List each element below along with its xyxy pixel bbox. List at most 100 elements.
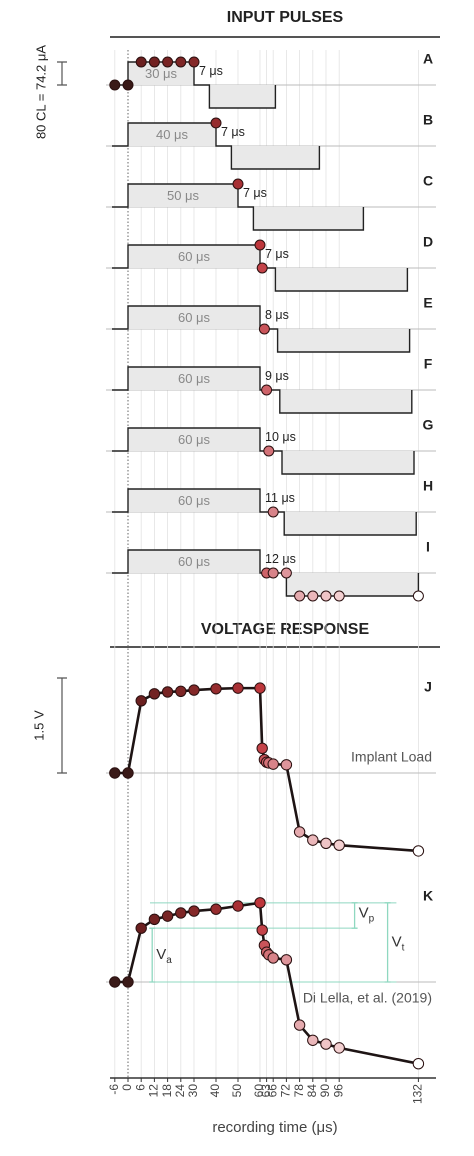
pulse [112, 488, 417, 536]
pulse [112, 183, 365, 231]
width-label: 60 μs [178, 554, 211, 569]
sample-marker [109, 976, 121, 988]
pulse [112, 61, 277, 109]
x-tick-label: 18 [160, 1084, 174, 1098]
sample-marker [188, 684, 200, 696]
x-tick-label: 90 [318, 1084, 332, 1098]
sample-marker [232, 900, 244, 912]
sample-marker [162, 56, 174, 68]
measure-symbol: V [359, 904, 369, 921]
sample-marker [175, 907, 187, 919]
x-tick-label: 84 [305, 1084, 319, 1098]
width-label: 60 μs [178, 493, 211, 508]
x-tick-label: 12 [147, 1084, 161, 1098]
sample-marker [293, 826, 306, 838]
phase-fill [275, 268, 408, 291]
measure-label: Va [156, 946, 172, 966]
x-tick-label: 96 [331, 1084, 345, 1098]
sample-marker [122, 976, 134, 988]
phase-fill [286, 573, 419, 596]
trace-annotation: Implant Load [351, 749, 432, 765]
sample-marker [135, 56, 147, 68]
sample-marker [293, 1019, 306, 1031]
sample-marker [122, 79, 134, 91]
x-tick-label: 132 [411, 1084, 425, 1104]
width-label: 60 μs [178, 432, 211, 447]
measure-bar [384, 902, 391, 983]
sample-marker [333, 1042, 345, 1054]
section-title: VOLTAGE RESPONSE [201, 621, 370, 638]
gap-label: 7 μs [199, 64, 223, 78]
sample-marker [307, 1034, 319, 1046]
phase-fill [128, 62, 194, 85]
x-tick-label: 0 [120, 1084, 134, 1091]
phase-fill [128, 428, 260, 451]
measure-subscript: t [402, 942, 405, 953]
width-label: 50 μs [167, 188, 200, 203]
gap-label: 7 μs [221, 125, 245, 139]
phase-fill [128, 245, 260, 268]
measure-bar [149, 927, 156, 983]
sample-marker [148, 688, 161, 700]
measure-symbol: V [392, 933, 402, 950]
phase-fill [253, 207, 364, 230]
panel-label: C [423, 173, 433, 189]
sample-marker [161, 910, 174, 922]
phase-fill [128, 184, 238, 207]
sample-marker [267, 506, 279, 518]
x-tick-label: 72 [279, 1084, 293, 1098]
width-label: 60 μs [178, 310, 211, 325]
phase-fill [279, 390, 412, 413]
sample-marker [148, 56, 160, 68]
sample-marker [109, 767, 121, 779]
sample-marker [188, 56, 200, 68]
sample-marker [122, 767, 134, 779]
sample-marker [254, 897, 266, 909]
sample-marker [254, 682, 266, 694]
x-tick-label: 30 [186, 1084, 200, 1098]
measure-subscript: a [166, 955, 172, 966]
panel-label: B [423, 112, 433, 128]
width-label: 30 μs [145, 66, 178, 81]
pulse [112, 549, 420, 597]
phase-fill [128, 367, 260, 390]
phase-fill [209, 85, 276, 108]
scale-bar [57, 61, 67, 86]
sample-marker [267, 952, 279, 964]
sample-marker [280, 954, 293, 966]
trace-annotation: Di Lella, et al. (2019) [303, 990, 432, 1006]
x-tick-label: 40 [208, 1084, 222, 1098]
section-title: INPUT PULSES [227, 9, 344, 26]
x-tick-label: 6 [133, 1084, 147, 1091]
sample-marker [256, 924, 268, 936]
measure-bar [351, 902, 358, 929]
sample-marker [307, 834, 319, 846]
width-label: 40 μs [156, 127, 189, 142]
gap-label: 7 μs [243, 186, 267, 200]
pulse [112, 122, 321, 170]
panel-label: F [424, 356, 433, 372]
gap-label: 11 μs [265, 491, 295, 505]
gap-label: 12 μs [265, 552, 296, 566]
sample-marker [232, 682, 244, 694]
sample-marker [333, 839, 345, 851]
sample-marker [320, 1038, 332, 1050]
sample-marker [232, 178, 244, 190]
measure-label: Vt [392, 933, 405, 953]
gap-label: 10 μs [265, 430, 296, 444]
sample-marker [109, 79, 121, 91]
scale-label: 1.5 V [31, 710, 46, 741]
panel-label: D [423, 234, 433, 250]
x-tick-label: 63 [259, 1084, 273, 1098]
x-tick-label: 24 [173, 1084, 187, 1098]
sample-marker [412, 845, 425, 857]
pulse [112, 427, 415, 475]
sample-marker [135, 695, 147, 707]
x-tick-label: 66 [265, 1084, 279, 1098]
panel-label: I [426, 539, 430, 555]
x-axis-label: recording time (μs) [212, 1119, 337, 1136]
sample-marker [267, 567, 279, 579]
x-tick-label: 78 [292, 1084, 306, 1098]
panel-label: H [423, 478, 433, 494]
